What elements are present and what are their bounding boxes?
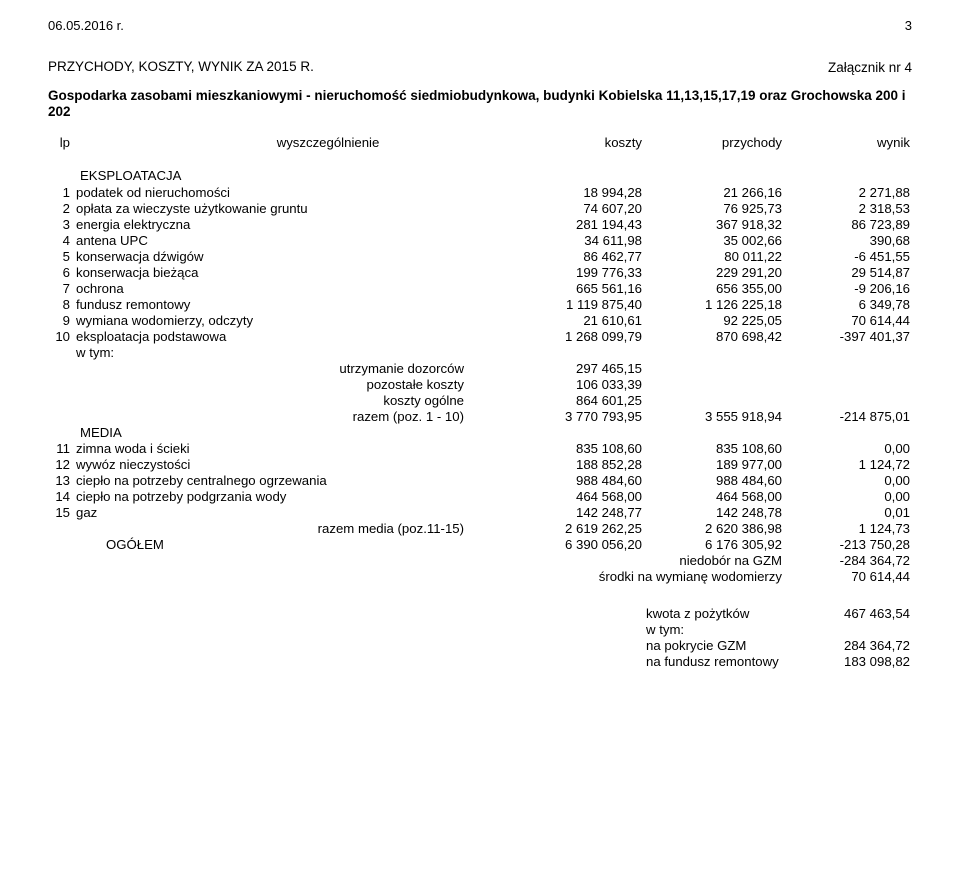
table-row: 10eksploatacja podstawowa1 268 099,79870… bbox=[48, 329, 912, 345]
financial-table: lp wyszczególnienie koszty przychody wyn… bbox=[48, 131, 912, 670]
table-row: 2opłata za wieczyste użytkowanie gruntu7… bbox=[48, 201, 912, 217]
foot-row: na pokrycie GZM284 364,72 bbox=[48, 638, 912, 654]
razem-media-row: razem media (poz.11-15)2 619 262,252 620… bbox=[48, 521, 912, 537]
title-block: PRZYCHODY, KOSZTY, WYNIK ZA 2015 R. Gosp… bbox=[48, 59, 912, 121]
razem-row: razem (poz. 1 - 10)3 770 793,953 555 918… bbox=[48, 409, 912, 425]
section-eksploatacja: EKSPLOATACJA bbox=[48, 158, 912, 185]
ogolem-row: OGÓŁEM6 390 056,206 176 305,92-213 750,2… bbox=[48, 537, 912, 553]
table-row: 7ochrona665 561,16656 355,00-9 206,16 bbox=[48, 281, 912, 297]
foot-wtym-row: w tym: bbox=[48, 622, 912, 638]
foot-row: kwota z pożytków467 463,54 bbox=[48, 606, 912, 622]
hdr-przychody: przychody bbox=[644, 131, 784, 158]
table-header: lp wyszczególnienie koszty przychody wyn… bbox=[48, 131, 912, 158]
table-row: 12wywóz nieczystości188 852,28189 977,00… bbox=[48, 457, 912, 473]
hdr-koszty: koszty bbox=[504, 131, 644, 158]
table-row: 3energia elektryczna281 194,43367 918,32… bbox=[48, 217, 912, 233]
tail-row: niedobór na GZM-284 364,72 bbox=[48, 553, 912, 569]
table-row: 15gaz142 248,77142 248,780,01 bbox=[48, 505, 912, 521]
doc-subtitle: Gospodarka zasobami mieszkaniowymi - nie… bbox=[48, 88, 912, 121]
table-row: 11zimna woda i ścieki835 108,60835 108,6… bbox=[48, 441, 912, 457]
hdr-wynik: wynik bbox=[784, 131, 912, 158]
table-row: 4antena UPC34 611,9835 002,66390,68 bbox=[48, 233, 912, 249]
hdr-lp: lp bbox=[48, 131, 74, 158]
sub-row: utrzymanie dozorców297 465,15 bbox=[48, 361, 912, 377]
page-number: 3 bbox=[905, 18, 912, 33]
attachment-label: Załącznik nr 4 bbox=[828, 60, 912, 75]
table-row: 1podatek od nieruchomości18 994,2821 266… bbox=[48, 185, 912, 201]
page: 06.05.2016 r. 3 Załącznik nr 4 PRZYCHODY… bbox=[0, 0, 960, 894]
table-row: 14ciepło na potrzeby podgrzania wody464 … bbox=[48, 489, 912, 505]
table-row: 13ciepło na potrzeby centralnego ogrzewa… bbox=[48, 473, 912, 489]
table-row: 5konserwacja dźwigów86 462,7780 011,22-6… bbox=[48, 249, 912, 265]
table-row: 8fundusz remontowy1 119 875,401 126 225,… bbox=[48, 297, 912, 313]
sub-row: koszty ogólne864 601,25 bbox=[48, 393, 912, 409]
header-line: 06.05.2016 r. 3 bbox=[48, 18, 912, 33]
section-label: EKSPLOATACJA bbox=[74, 158, 504, 185]
sub-row: pozostałe koszty106 033,39 bbox=[48, 377, 912, 393]
table-row: 6konserwacja bieżąca199 776,33229 291,20… bbox=[48, 265, 912, 281]
wtym-row: w tym: bbox=[48, 345, 912, 361]
hdr-desc: wyszczególnienie bbox=[74, 131, 504, 158]
table-row: 9wymiana wodomierzy, odczyty21 610,6192 … bbox=[48, 313, 912, 329]
tail-row: środki na wymianę wodomierzy70 614,44 bbox=[48, 569, 912, 585]
foot-row: na fundusz remontowy183 098,82 bbox=[48, 654, 912, 670]
spacer bbox=[48, 585, 912, 606]
section-media: MEDIA bbox=[48, 425, 912, 441]
doc-title: PRZYCHODY, KOSZTY, WYNIK ZA 2015 R. bbox=[48, 59, 912, 74]
doc-date: 06.05.2016 r. bbox=[48, 18, 124, 33]
